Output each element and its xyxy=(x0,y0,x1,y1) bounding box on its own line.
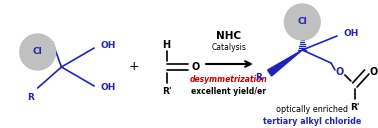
Text: R: R xyxy=(27,93,34,102)
Text: H: H xyxy=(163,40,170,50)
Polygon shape xyxy=(268,50,302,76)
Text: R': R' xyxy=(162,87,171,95)
Text: OH: OH xyxy=(100,41,116,51)
Text: O: O xyxy=(370,67,378,77)
Text: excellent yield/er: excellent yield/er xyxy=(191,88,266,97)
Text: OH: OH xyxy=(100,83,116,93)
Text: Catalysis: Catalysis xyxy=(212,44,246,52)
Text: Cl: Cl xyxy=(33,47,43,56)
Text: +: + xyxy=(129,61,139,73)
Text: O: O xyxy=(191,62,199,72)
Text: optically enriched: optically enriched xyxy=(276,105,348,115)
Text: desymmetrization: desymmetrization xyxy=(190,76,268,84)
Circle shape xyxy=(20,34,56,70)
Text: R': R' xyxy=(350,103,359,111)
Text: NHC: NHC xyxy=(216,31,242,41)
Text: Cl: Cl xyxy=(297,18,307,26)
Text: O: O xyxy=(336,67,344,77)
Circle shape xyxy=(285,4,320,40)
Text: R: R xyxy=(255,73,262,83)
Text: tertiary alkyl chloride: tertiary alkyl chloride xyxy=(263,116,361,125)
Text: OH: OH xyxy=(343,29,359,39)
